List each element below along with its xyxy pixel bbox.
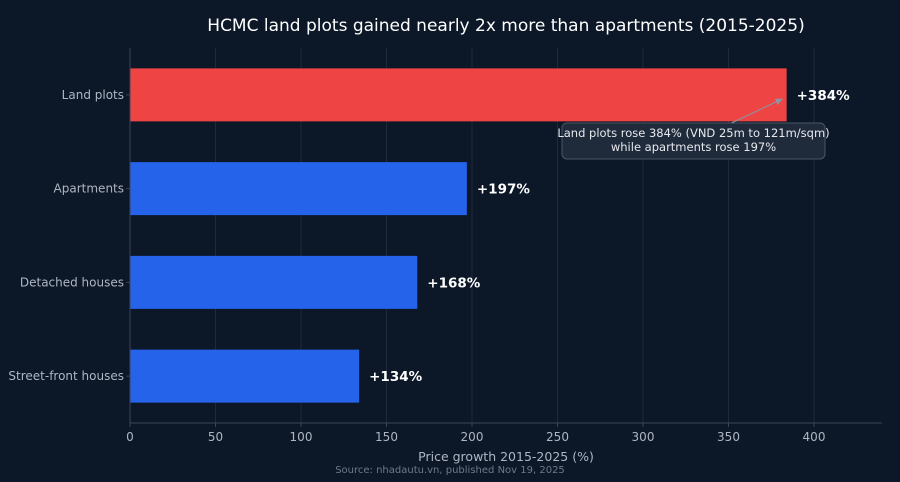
x-tick-label: 300 xyxy=(632,430,655,444)
annotation-box xyxy=(561,122,826,160)
bar xyxy=(130,68,787,122)
x-tick-label: 400 xyxy=(803,430,826,444)
category-label: Detached houses xyxy=(20,275,124,289)
x-tick-label: 100 xyxy=(290,430,313,444)
annotation-arrowhead xyxy=(774,98,783,106)
category-label: Land plots xyxy=(62,88,124,102)
data-label: +168% xyxy=(427,275,480,291)
category-label: Apartments xyxy=(54,182,124,196)
bar xyxy=(130,255,418,309)
data-label: +197% xyxy=(477,182,530,198)
x-tick-label: 200 xyxy=(461,430,484,444)
x-tick-label: 250 xyxy=(546,430,569,444)
data-label: +384% xyxy=(797,88,850,104)
x-tick-label: 150 xyxy=(375,430,398,444)
source-note: Source: nhadautu.vn, published Nov 19, 2… xyxy=(335,465,565,476)
x-tick-label: 350 xyxy=(717,430,740,444)
bar xyxy=(130,349,360,403)
category-label: Street-front houses xyxy=(8,369,124,383)
annotation-text: while apartments rose 197% xyxy=(611,140,776,154)
annotation-text: Land plots rose 384% (VND 25m to 121m/sq… xyxy=(557,126,829,140)
bar xyxy=(130,162,467,216)
chart-title: HCMC land plots gained nearly 2x more th… xyxy=(207,16,804,36)
x-axis-title: Price growth 2015-2025 (%) xyxy=(418,449,594,464)
x-axis: 0 50 100 150 200 250 300 350 400 Land plots Apartm… xyxy=(8,48,882,444)
annotation-arrow xyxy=(731,98,783,124)
data-label: +134% xyxy=(369,369,422,385)
bars: +384% +197% +168% +134% xyxy=(130,68,850,403)
x-tick-label: 50 xyxy=(208,430,223,444)
annotation: Land plots rose 384% (VND 25m to 121m/sq… xyxy=(557,98,830,160)
x-tick-label: 0 xyxy=(126,430,134,444)
